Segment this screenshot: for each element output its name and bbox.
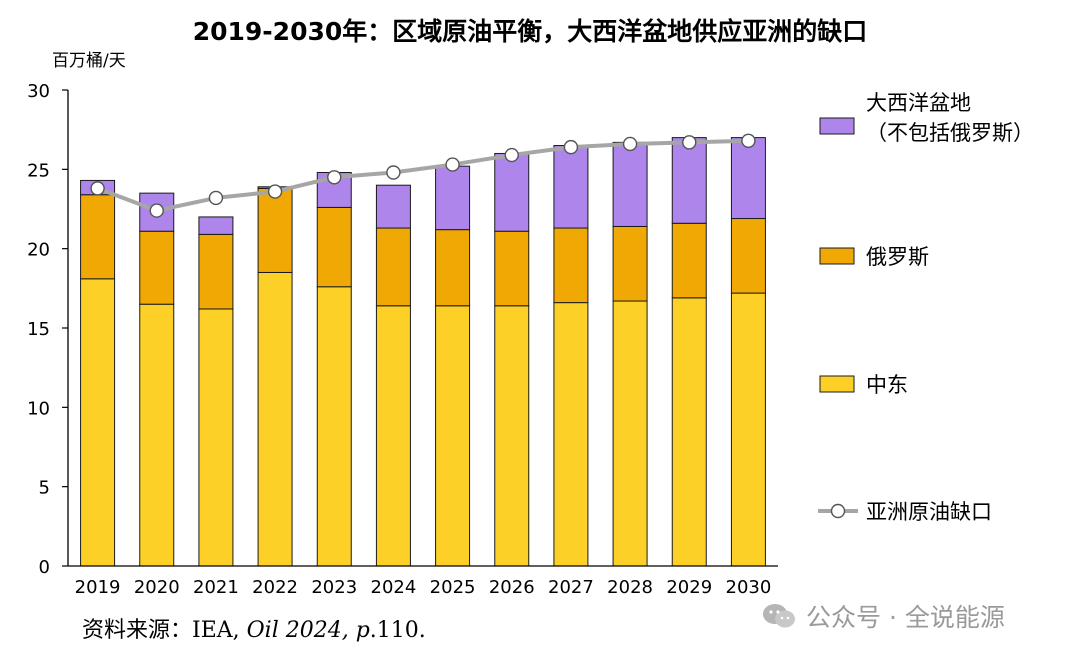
- bar-segment-1: [80, 194, 116, 280]
- bar-segment-1: [198, 233, 234, 310]
- gap-point: [682, 135, 697, 150]
- y-tick-label: 10: [27, 398, 50, 419]
- x-tick-label: 2023: [311, 577, 357, 598]
- bar-segment-0: [730, 292, 766, 567]
- y-tick-label: 25: [27, 160, 50, 181]
- bar-segment-1: [671, 222, 707, 299]
- legend-label: 亚洲原油缺口: [866, 500, 992, 524]
- gap-point: [90, 181, 105, 196]
- bar-segment-1: [316, 206, 352, 288]
- gap-point: [622, 136, 638, 152]
- bar-segment-2: [435, 165, 471, 231]
- legend-item: 大西洋盆地 （不包括俄罗斯）: [819, 91, 1034, 145]
- bar-segment-0: [435, 305, 471, 567]
- gap-point: [563, 139, 579, 155]
- x-tick-label: 2027: [548, 577, 594, 598]
- bar-segment-0: [553, 302, 589, 567]
- gap-point: [208, 190, 224, 206]
- legend-item: 中东: [819, 373, 908, 397]
- x-tick-label: 2019: [75, 577, 121, 598]
- source-suffix: .110.: [369, 618, 426, 643]
- legend-swatch: [819, 247, 855, 265]
- bar-segment-1: [257, 187, 293, 273]
- gap-line: [96, 138, 749, 213]
- x-tick-label: 2029: [666, 577, 712, 598]
- bar-segment-2: [730, 137, 766, 220]
- x-tick-label: 2025: [430, 577, 476, 598]
- source-note: 资料来源：IEA, Oil 2024, p.110.: [82, 612, 426, 644]
- legend-marker: [830, 503, 846, 519]
- bar-segment-0: [494, 305, 530, 567]
- gap-point: [445, 157, 460, 172]
- bar-segment-1: [612, 225, 648, 302]
- legend-label: 中东: [866, 373, 908, 397]
- x-tick-label: 2022: [252, 577, 298, 598]
- legend-item: 俄罗斯: [819, 245, 929, 269]
- gap-point: [741, 133, 756, 148]
- x-tick-label: 2020: [134, 577, 180, 598]
- x-tick-label: 2024: [371, 577, 417, 598]
- legend-label: 俄罗斯: [866, 245, 929, 269]
- x-tick-label: 2030: [726, 577, 772, 598]
- x-tick-label: 2026: [489, 577, 535, 598]
- legend-item: 亚洲原油缺口: [818, 500, 992, 524]
- legend-swatch: [819, 375, 855, 393]
- bar-segment-2: [553, 145, 589, 229]
- gap-point: [149, 203, 164, 218]
- bar-segment-1: [553, 227, 589, 304]
- bar-segment-2: [494, 152, 530, 232]
- gap-point: [267, 184, 283, 199]
- legend-swatch: [819, 117, 855, 135]
- bar-segment-0: [198, 308, 234, 567]
- bar-segment-0: [80, 278, 116, 567]
- bar-segment-1: [375, 227, 411, 307]
- y-tick-label: 20: [27, 240, 50, 261]
- watermark-text: 公众号 · 全说能源: [806, 603, 1005, 632]
- bar-segment-0: [671, 297, 707, 567]
- y-tick-label: 15: [27, 319, 50, 340]
- bar-segment-2: [375, 184, 411, 229]
- gap-point: [504, 147, 519, 163]
- bar-segment-0: [316, 286, 352, 567]
- x-tick-label: 2021: [193, 577, 239, 598]
- bar-segment-1: [494, 230, 530, 307]
- source-prefix: 资料来源：IEA,: [82, 618, 247, 643]
- gap-point: [327, 170, 342, 185]
- x-tick-label: 2028: [607, 577, 653, 598]
- bar-segment-1: [139, 230, 175, 305]
- y-axis-label: 百万桶/天: [52, 51, 126, 71]
- bar-segment-2: [612, 141, 648, 227]
- chart-title: 2019-2030年：区域原油平衡，大西洋盆地供应亚洲的缺口: [193, 17, 868, 46]
- legend-label: 大西洋盆地: [866, 91, 971, 115]
- y-tick-label: 30: [27, 81, 50, 102]
- watermark: 公众号 · 全说能源: [762, 598, 1062, 634]
- bar-segment-1: [730, 218, 766, 294]
- legend-label: （不包括俄罗斯）: [866, 121, 1034, 145]
- bar-segment-2: [671, 137, 707, 224]
- bar-segment-0: [375, 305, 411, 567]
- bar-segment-0: [139, 303, 175, 567]
- y-tick-label: 5: [39, 478, 50, 499]
- bar-segment-2: [198, 216, 234, 235]
- y-tick-label: 0: [39, 557, 50, 578]
- source-italic: Oil 2024, p: [246, 618, 370, 643]
- bar-segment-0: [257, 271, 293, 567]
- wechat-icon: [763, 604, 795, 628]
- bar-segment-0: [612, 300, 648, 567]
- gap-point: [386, 165, 401, 180]
- bar-segment-1: [435, 229, 471, 307]
